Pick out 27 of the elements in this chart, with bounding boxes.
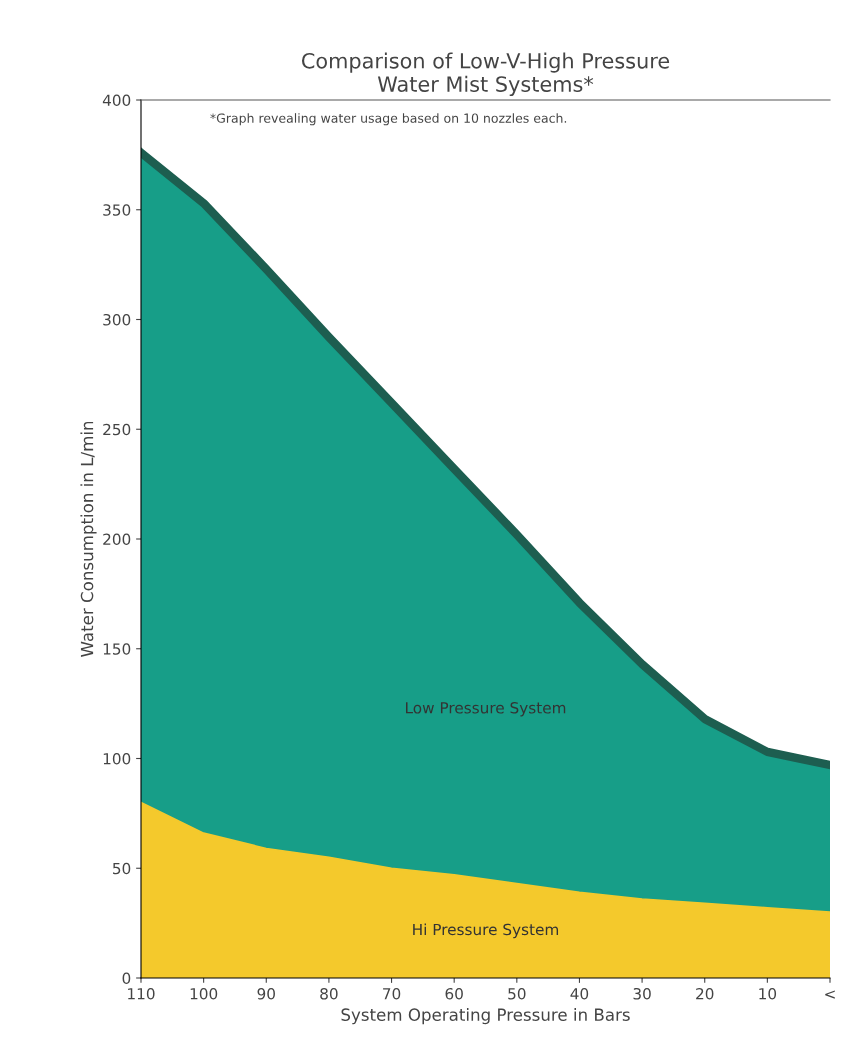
x-tick-label: 90	[257, 987, 275, 1000]
y-tick-label: 300	[103, 313, 131, 326]
y-tick-label: 150	[103, 643, 131, 655]
x-tick-label: <	[825, 990, 835, 999]
series-label: Low Pressure System	[406, 701, 566, 717]
x-tick-label: 30	[633, 987, 651, 1000]
x-tick-label: 40	[570, 987, 589, 1000]
x-tick-label: 80	[320, 987, 338, 1000]
y-tick-label: 250	[103, 423, 131, 436]
y-tick-label: 0	[122, 972, 131, 985]
y-tick-label: 350	[103, 204, 131, 216]
y-tick-label: 200	[103, 533, 131, 546]
x-tick-label: 110	[128, 987, 155, 1000]
x-tick-label: 10	[759, 987, 777, 1000]
y-axis-title: Water Consumption in L/min	[80, 421, 97, 657]
x-tick-label: 100	[190, 987, 218, 1000]
y-tick-label: 100	[103, 752, 131, 765]
y-tick-label: 400	[102, 94, 131, 107]
x-tick-label: 60	[445, 987, 463, 1000]
x-axis-title: System Operating Pressure in Bars	[341, 1008, 630, 1025]
y-tick-label: 50	[113, 862, 131, 875]
x-tick-label: 20	[696, 987, 714, 1000]
series-label: Hi Pressure System	[413, 923, 559, 939]
chart-title: Comparison of Low-V-High Pressure Water Mist Systems*	[301, 52, 670, 96]
x-tick-label: 70	[383, 987, 401, 1000]
x-tick-label: 50	[508, 987, 526, 1000]
annotation: *Graph revealing water usage based on 10 nozzles each.	[210, 113, 567, 126]
